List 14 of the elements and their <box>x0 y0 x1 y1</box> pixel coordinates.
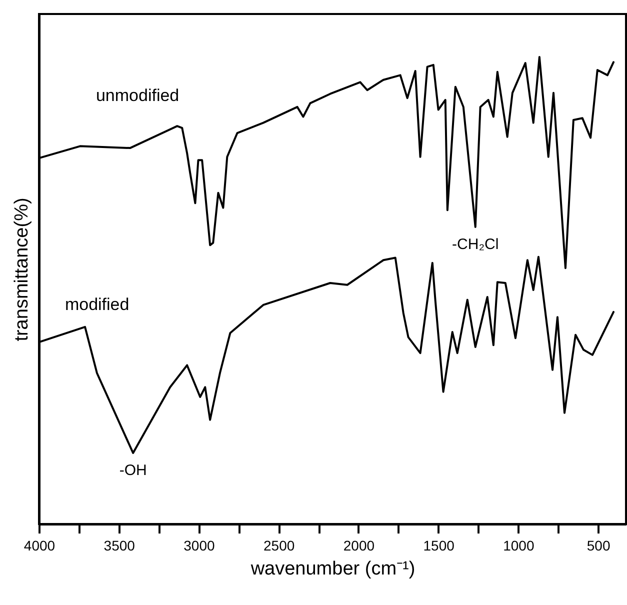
x-tick-label: 1000 <box>503 538 534 554</box>
x-tick-label: 3000 <box>184 538 216 554</box>
x-axis-title: wavenumber (cm⁻¹) <box>250 558 416 580</box>
x-tick-label: 1500 <box>423 538 455 554</box>
x-tick-label: 4000 <box>24 538 56 554</box>
x-tick-label: 2500 <box>264 538 295 554</box>
y-axis-title: transmittance(%) <box>12 198 32 342</box>
series-label: modified <box>64 294 130 314</box>
annotation: -CH₂Cl <box>452 236 499 253</box>
x-tick-label: 3500 <box>104 538 136 554</box>
x-tick-label: 2000 <box>343 538 375 554</box>
annotation: -OH <box>119 462 147 480</box>
x-tick-label: 500 <box>586 538 610 554</box>
series-label: unmodified <box>96 86 180 105</box>
